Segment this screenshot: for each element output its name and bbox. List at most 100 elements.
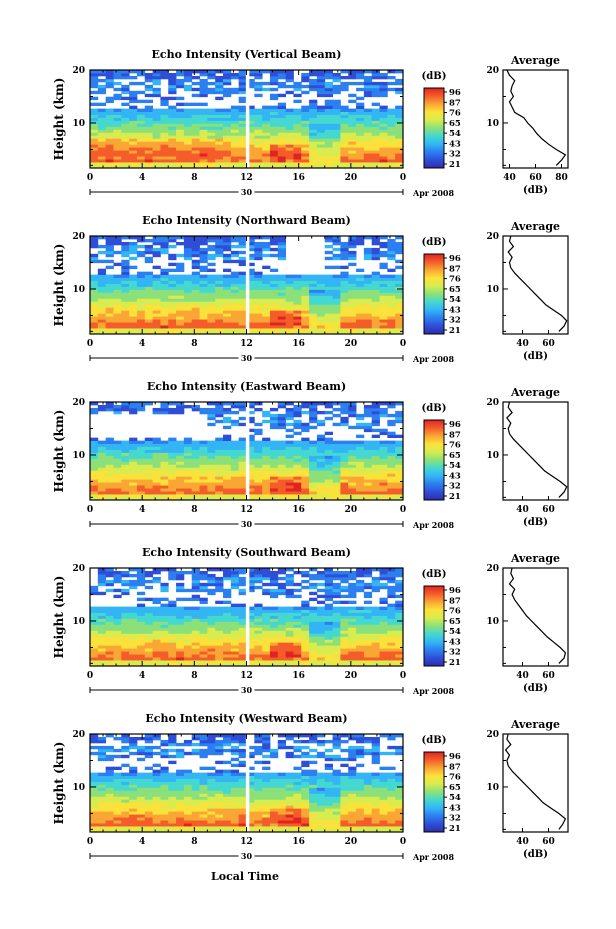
heatmap-cell — [199, 159, 208, 163]
heatmap-cell — [363, 455, 373, 459]
colorbar-tick-label: 65 — [449, 617, 461, 627]
heatmap-cell — [379, 600, 388, 605]
heatmap-cell — [356, 298, 365, 302]
heatmap-cell — [144, 289, 153, 293]
heatmap-cell — [262, 319, 271, 323]
heatmap-cell — [215, 449, 224, 453]
heatmap-cell — [152, 568, 161, 572]
heatmap-cell — [129, 739, 138, 744]
heatmap-cell — [183, 250, 193, 255]
heatmap-cell — [183, 473, 193, 477]
heatmap-cell — [371, 470, 380, 474]
heatmap-cell — [324, 476, 333, 480]
heatmap-cell — [207, 485, 216, 489]
heatmap-cell — [309, 331, 318, 335]
heatmap-cell — [199, 268, 208, 273]
heatmap-cell — [230, 117, 240, 121]
heatmap-cell — [223, 624, 232, 628]
heatmap-cell — [129, 280, 138, 284]
heatmap-cell — [121, 814, 130, 818]
heatmap-cell — [191, 114, 200, 118]
heatmap-cell — [387, 636, 396, 640]
heatmap-cell — [332, 606, 341, 610]
heatmap-cell — [340, 108, 349, 112]
heatmap-cell — [136, 476, 146, 480]
heatmap-cell — [152, 633, 161, 637]
heatmap-cell — [356, 120, 365, 124]
heatmap-cell — [254, 473, 263, 477]
heatmap-cell — [183, 72, 193, 77]
heatmap-cell — [238, 108, 247, 112]
heatmap-cell — [113, 238, 122, 243]
heatmap-cell — [309, 597, 318, 602]
heatmap-cell — [168, 331, 177, 335]
heatmap-cell — [113, 301, 122, 305]
heatmap-cell — [387, 319, 396, 323]
heatmap-cell — [348, 280, 357, 284]
x-tick-label: 8 — [191, 671, 197, 681]
heatmap-cell — [379, 75, 388, 80]
heatmap-cell — [348, 651, 357, 655]
heatmap-cell — [332, 440, 341, 444]
heatmap-cell — [285, 78, 294, 83]
heatmap-cell — [152, 823, 161, 827]
heatmap-cell — [340, 452, 349, 456]
heatmap-cell — [356, 425, 365, 430]
heatmap-cell — [105, 745, 114, 750]
heatmap-cell — [269, 298, 279, 302]
heatmap-cell — [363, 156, 373, 160]
heatmap-cell — [262, 491, 271, 495]
heatmap-cell — [238, 449, 247, 453]
heatmap-cell — [324, 156, 333, 160]
heatmap-cell — [191, 473, 200, 477]
profile-x-tick-label: 60 — [542, 339, 555, 349]
heatmap-cell — [152, 81, 161, 86]
heatmap-cell — [371, 407, 380, 412]
heatmap-cell — [246, 410, 255, 415]
heatmap-cell — [129, 277, 138, 281]
heatmap-cell — [340, 313, 349, 317]
heatmap-cell — [387, 120, 396, 124]
heatmap-cell — [183, 663, 193, 667]
heatmap-cell — [113, 790, 122, 794]
heatmap-cell — [230, 651, 240, 655]
heatmap-cell — [113, 72, 122, 77]
heatmap-cell — [183, 280, 193, 284]
heatmap-cell — [121, 790, 130, 794]
heatmap-cell — [215, 253, 224, 258]
heatmap-cell — [262, 657, 271, 661]
heatmap-cell — [371, 147, 380, 151]
heatmap-cell — [168, 72, 177, 77]
heatmap-cell — [356, 464, 365, 468]
heatmap-cell — [152, 437, 161, 442]
heatmap-cell — [121, 289, 130, 293]
heatmap-cell — [238, 316, 247, 320]
heatmap-cell — [121, 739, 130, 744]
heatmap-cell — [277, 325, 287, 329]
heatmap-cell — [207, 639, 216, 643]
heatmap-cell — [97, 573, 107, 578]
heatmap-cell — [176, 597, 185, 602]
heatmap-cell — [121, 274, 130, 278]
heatmap-cell — [395, 147, 404, 151]
heatmap-cell — [191, 277, 200, 281]
heatmap-cell — [356, 455, 365, 459]
heatmap-cell — [230, 657, 240, 661]
heatmap-cell — [230, 615, 240, 619]
heatmap-cell — [160, 781, 169, 785]
heatmap-cell — [97, 316, 107, 320]
heatmap-cell — [97, 476, 107, 480]
heatmap-cell — [215, 402, 224, 406]
heatmap-cell — [254, 568, 263, 572]
heatmap-cell — [316, 147, 326, 151]
heatmap-cell — [301, 479, 310, 483]
heatmap-cell — [144, 271, 153, 276]
heatmap-cell — [90, 72, 99, 77]
heatmap-cell — [371, 485, 380, 489]
heatmap-cell — [136, 150, 146, 154]
heatmap-cell — [207, 624, 216, 628]
heatmap-cell — [316, 108, 326, 112]
colorbar — [423, 253, 445, 335]
heatmap-cell — [113, 452, 122, 456]
heatmap-cell — [152, 630, 161, 634]
